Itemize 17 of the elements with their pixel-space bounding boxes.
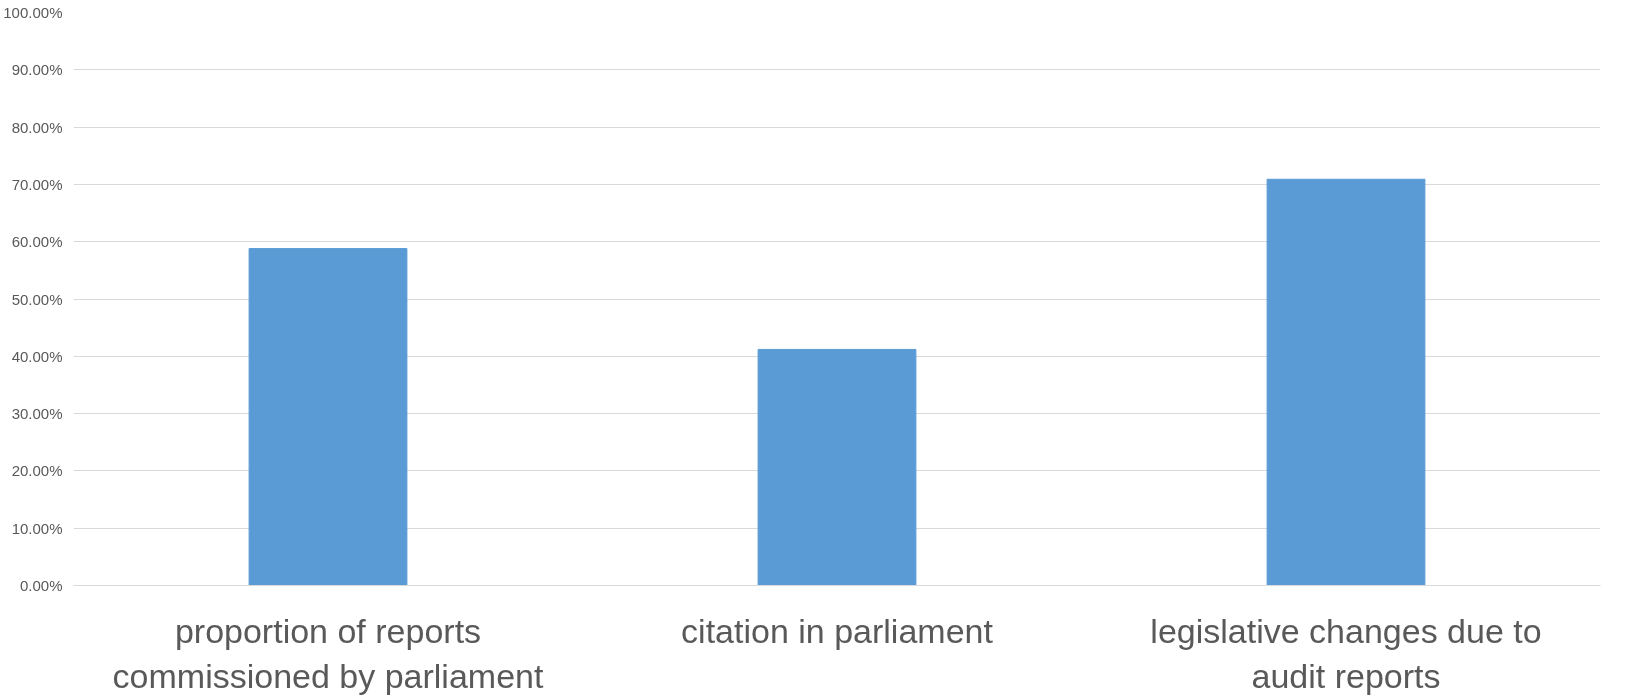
y-tick-label: 90.00% bbox=[11, 61, 63, 79]
y-tick-label: 20.00% bbox=[11, 462, 63, 480]
bar bbox=[248, 248, 408, 586]
y-tick-label: 50.00% bbox=[11, 290, 63, 308]
bar bbox=[757, 348, 917, 586]
y-tick-label: 80.00% bbox=[11, 118, 63, 136]
y-tick-label: 60.00% bbox=[11, 233, 63, 251]
y-tick-label: 10.00% bbox=[11, 519, 63, 537]
y-tick-label: 0.00% bbox=[19, 577, 63, 594]
y-tick-label: 100.00% bbox=[3, 4, 63, 21]
x-tick-label: proportion of reports commissioned by parliament bbox=[112, 611, 544, 696]
x-tick-label: legislative changes due to audit reports bbox=[1150, 611, 1542, 696]
y-tick-label: 40.00% bbox=[11, 347, 63, 365]
y-tick-label: 30.00% bbox=[11, 405, 63, 423]
y-tick-label: 70.00% bbox=[11, 175, 63, 193]
bar bbox=[1266, 178, 1426, 586]
x-tick-label: citation in parliament bbox=[681, 611, 994, 650]
